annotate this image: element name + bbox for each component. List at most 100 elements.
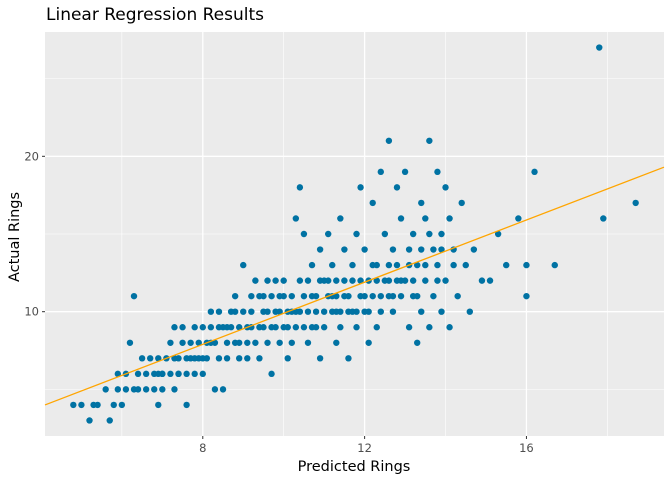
data-point <box>470 246 478 253</box>
data-point <box>430 246 437 253</box>
data-point <box>296 184 304 191</box>
data-point <box>397 215 405 222</box>
data-point <box>231 292 239 300</box>
data-point <box>434 261 441 269</box>
data-point <box>389 308 397 315</box>
data-point <box>393 277 401 284</box>
data-point <box>381 230 389 238</box>
data-point <box>308 292 316 300</box>
x-tick-label: 16 <box>519 441 534 455</box>
data-point <box>280 292 287 300</box>
data-point <box>341 277 348 284</box>
data-point <box>462 261 469 269</box>
data-point <box>373 324 380 331</box>
data-point <box>268 292 275 300</box>
data-point <box>187 339 194 346</box>
data-point <box>114 386 122 393</box>
data-point <box>349 277 356 284</box>
data-point <box>325 277 332 284</box>
data-point <box>167 339 174 346</box>
data-point <box>167 370 174 378</box>
x-axis-ticks: 8 12 16 <box>199 436 534 455</box>
data-point <box>325 230 332 238</box>
data-point <box>438 246 445 253</box>
data-point <box>134 386 142 393</box>
data-point <box>191 355 198 362</box>
data-point <box>106 417 113 424</box>
data-point <box>276 308 283 315</box>
data-point <box>393 261 401 269</box>
data-point <box>503 261 510 269</box>
data-point <box>329 261 336 269</box>
data-point <box>486 277 494 284</box>
data-point <box>422 277 429 284</box>
data-point <box>515 215 522 222</box>
data-point <box>454 292 461 300</box>
data-point <box>248 292 255 300</box>
chart-title: Linear Regression Results <box>46 5 264 25</box>
data-point <box>337 324 344 331</box>
data-point <box>442 184 449 191</box>
data-point <box>494 230 502 238</box>
data-point <box>422 261 429 269</box>
data-point <box>78 401 85 409</box>
data-point <box>438 308 445 315</box>
data-point <box>333 308 340 315</box>
data-point <box>422 215 429 222</box>
data-point <box>304 308 312 315</box>
y-axis-title: Actual Rings <box>7 192 23 282</box>
data-point <box>256 355 263 362</box>
data-point <box>389 292 397 300</box>
data-point <box>426 230 433 238</box>
data-point <box>418 199 425 207</box>
data-point <box>316 355 324 362</box>
data-point <box>142 386 150 393</box>
data-point <box>369 292 376 300</box>
data-point <box>183 355 190 362</box>
data-point <box>405 324 413 331</box>
data-point <box>466 308 474 315</box>
data-point <box>414 339 421 346</box>
data-point <box>223 324 231 331</box>
data-point <box>207 308 215 315</box>
data-point <box>523 292 530 300</box>
data-point <box>102 386 109 393</box>
data-point <box>260 292 267 300</box>
data-point <box>138 355 146 362</box>
data-point <box>110 401 117 409</box>
data-point <box>114 370 122 378</box>
data-point <box>450 261 457 269</box>
data-point <box>70 401 77 409</box>
data-point <box>393 184 401 191</box>
data-point <box>361 246 368 253</box>
data-point <box>369 261 376 269</box>
data-point <box>434 168 441 176</box>
data-point <box>252 277 259 284</box>
data-point <box>235 339 243 346</box>
data-point <box>244 339 251 346</box>
data-point <box>418 308 425 315</box>
data-points <box>70 44 639 424</box>
x-tick-label: 8 <box>199 441 206 455</box>
data-point <box>256 324 263 331</box>
data-point <box>446 324 453 331</box>
data-point <box>385 277 393 284</box>
data-point <box>300 324 308 331</box>
data-point <box>179 324 186 331</box>
data-point <box>304 277 312 284</box>
data-point <box>159 386 166 393</box>
data-point <box>304 339 312 346</box>
data-point <box>122 386 130 393</box>
data-point <box>316 246 324 253</box>
data-point <box>401 168 409 176</box>
data-point <box>531 168 538 176</box>
data-point <box>126 339 134 346</box>
data-point <box>191 370 198 378</box>
data-point <box>199 355 206 362</box>
data-point <box>195 339 202 346</box>
data-point <box>146 355 154 362</box>
x-tick-label: 12 <box>357 441 372 455</box>
data-point <box>409 277 417 284</box>
data-point <box>353 324 360 331</box>
data-point <box>300 230 308 238</box>
